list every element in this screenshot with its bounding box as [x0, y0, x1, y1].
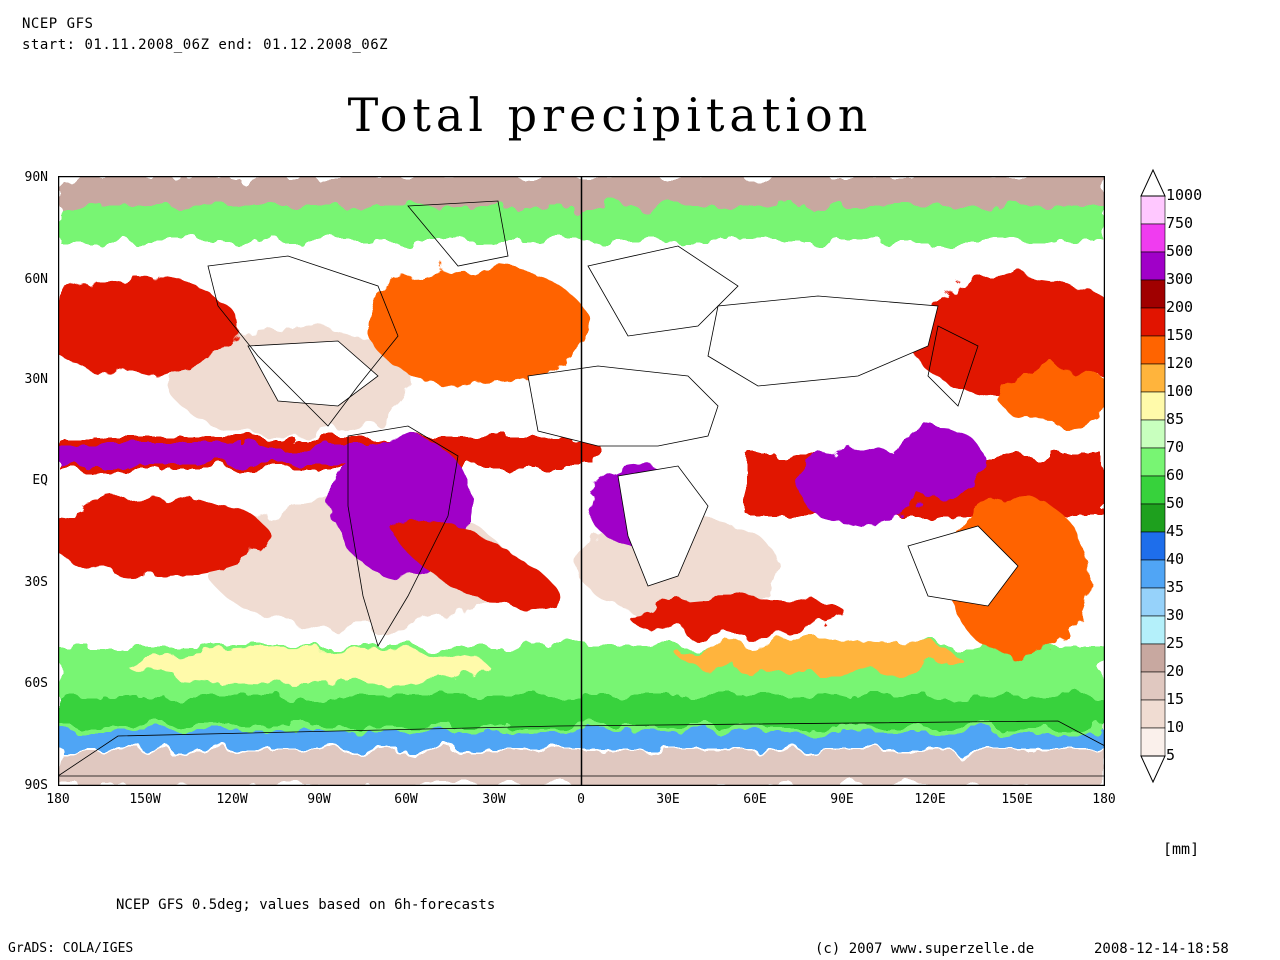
lon-label: 90E — [830, 792, 854, 807]
colorbar-cell — [1140, 475, 1166, 505]
colorbar-cell — [1140, 391, 1166, 421]
colorbar-cell — [1140, 615, 1166, 645]
precipitation-field — [58, 176, 1105, 786]
colorbar-label: 45 — [1166, 522, 1185, 540]
lon-label: 180 — [46, 792, 70, 807]
colorbar-label: 60 — [1166, 466, 1185, 484]
colorbar-label: 300 — [1166, 270, 1194, 288]
lat-label: 60S — [24, 676, 48, 691]
lat-label: EQ — [32, 473, 48, 488]
colorbar-label: 15 — [1166, 690, 1185, 708]
units-label: [mm] — [1163, 840, 1200, 858]
colorbar-cell — [1140, 559, 1166, 589]
colorbar-label: 50 — [1166, 494, 1185, 512]
lat-label: 60N — [24, 272, 48, 287]
lon-label: 30E — [656, 792, 680, 807]
colorbar-label: 750 — [1166, 214, 1194, 232]
map-title: Total precipitation — [347, 88, 873, 142]
colorbar-cell — [1140, 727, 1166, 757]
lat-label: 90S — [24, 778, 48, 793]
lon-label: 120W — [216, 792, 248, 807]
colorbar-cell — [1140, 447, 1166, 477]
colorbar-label: 70 — [1166, 438, 1185, 456]
period-label: start: 01.11.2008_06Z end: 01.12.2008_06… — [22, 37, 389, 53]
colorbar-label: 30 — [1166, 606, 1185, 624]
colorbar-bottom-arrow — [1140, 755, 1166, 784]
data-source-note: NCEP GFS 0.5deg; values based on 6h-fore… — [116, 897, 496, 913]
colorbar-label: 25 — [1166, 634, 1185, 652]
colorbar-label: 200 — [1166, 298, 1194, 316]
lon-label: 60W — [394, 792, 418, 807]
colorbar-label: 120 — [1166, 354, 1194, 372]
colorbar-label: 100 — [1166, 382, 1194, 400]
lon-label: 120E — [914, 792, 946, 807]
colorbar-cell — [1140, 587, 1166, 617]
lon-label: 0 — [577, 792, 585, 807]
colorbar-cell — [1140, 419, 1166, 449]
lat-label: 30S — [24, 575, 48, 590]
model-label: NCEP GFS — [22, 16, 94, 32]
precipitation-map — [58, 176, 1105, 786]
colorbar-cell — [1140, 643, 1166, 673]
software-credit: GrADS: COLA/IGES — [8, 941, 134, 956]
colorbar-label: 500 — [1166, 242, 1194, 260]
colorbar-label: 10 — [1166, 718, 1185, 736]
colorbar-label: 40 — [1166, 550, 1185, 568]
colorbar-cell — [1140, 699, 1166, 729]
colorbar-cell — [1140, 335, 1166, 365]
lat-label: 30N — [24, 372, 48, 387]
colorbar-cell — [1140, 531, 1166, 561]
colorbar — [1140, 168, 1166, 784]
colorbar-cell — [1140, 279, 1166, 309]
timestamp: 2008-12-14-18:58 — [1094, 941, 1229, 957]
lon-label: 60E — [743, 792, 767, 807]
lon-label: 150W — [129, 792, 161, 807]
lon-label: 30W — [482, 792, 506, 807]
colorbar-cell — [1140, 503, 1166, 533]
colorbar-cell — [1140, 223, 1166, 253]
colorbar-label: 85 — [1166, 410, 1185, 428]
lon-label: 150E — [1001, 792, 1033, 807]
lat-label: 90N — [24, 170, 48, 185]
colorbar-label: 1000 — [1166, 186, 1203, 204]
colorbar-cell — [1140, 307, 1166, 337]
colorbar-label: 20 — [1166, 662, 1185, 680]
colorbar-top-arrow — [1140, 168, 1166, 197]
colorbar-cell — [1140, 251, 1166, 281]
copyright-text: (c) 2007 www.superzelle.de — [815, 941, 1035, 957]
lon-label: 90W — [307, 792, 331, 807]
colorbar-cell — [1140, 671, 1166, 701]
lon-label: 180 — [1092, 792, 1116, 807]
colorbar-cell — [1140, 195, 1166, 225]
colorbar-label: 150 — [1166, 326, 1194, 344]
colorbar-label: 5 — [1166, 746, 1176, 764]
colorbar-cell — [1140, 363, 1166, 393]
colorbar-label: 35 — [1166, 578, 1185, 596]
